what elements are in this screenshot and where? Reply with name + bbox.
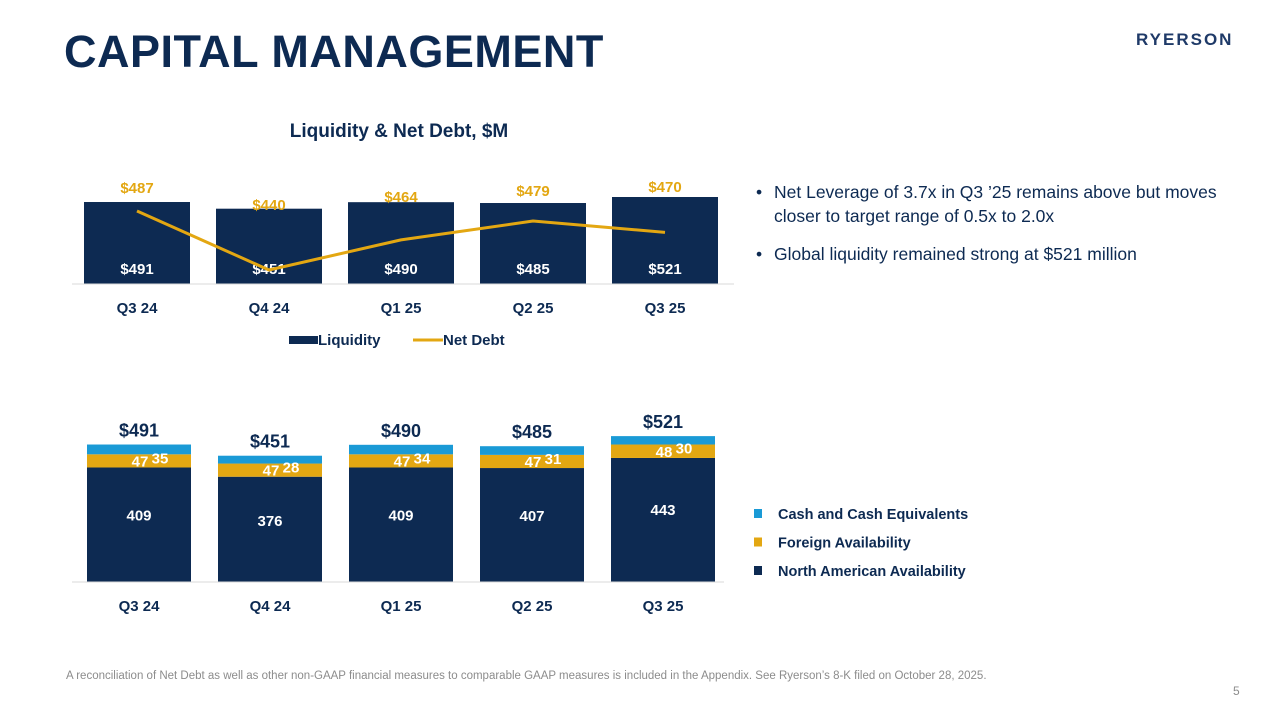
total-value-label: $491 xyxy=(119,421,159,441)
foreign-value-label: 47 xyxy=(263,463,280,480)
x-tick-label: Q2 25 xyxy=(513,300,554,317)
legend-cash-swatch xyxy=(754,509,762,518)
north-american-value-label: 409 xyxy=(388,508,413,525)
cash-value-label: 31 xyxy=(545,451,562,468)
north-american-segment xyxy=(218,476,322,582)
foreign-segment xyxy=(611,444,715,458)
north-american-segment xyxy=(480,468,584,582)
cash-segment xyxy=(87,444,191,455)
footnote: A reconciliation of Net Debt as well as … xyxy=(66,670,987,682)
cash-value-label: 34 xyxy=(414,450,431,467)
net-debt-value-label: $487 xyxy=(120,180,153,197)
x-tick-label: Q3 24 xyxy=(117,300,159,317)
north-american-value-label: 376 xyxy=(257,513,282,530)
bullet-net-leverage: Net Leverage of 3.7x in Q3 ’25 remains a… xyxy=(756,180,1256,228)
north-american-segment xyxy=(611,457,715,582)
cash-value-label: 35 xyxy=(152,450,169,467)
legend-foreign-swatch xyxy=(754,537,762,547)
legend-north-american-swatch xyxy=(754,566,762,575)
liquidity-value-label: $490 xyxy=(384,261,417,278)
company-logo: RYERSON xyxy=(1136,30,1234,49)
foreign-segment xyxy=(218,463,322,477)
x-tick-label: Q4 24 xyxy=(250,598,292,615)
x-tick-label: Q4 24 xyxy=(249,300,291,317)
x-tick-label: Q3 24 xyxy=(119,598,161,615)
cash-segment xyxy=(611,436,715,445)
legend-foreign-label: Foreign Availability xyxy=(778,536,911,552)
north-american-value-label: 409 xyxy=(126,508,151,525)
foreign-segment xyxy=(349,454,453,468)
total-value-label: $451 xyxy=(250,432,290,452)
north-american-value-label: 443 xyxy=(650,502,675,519)
net-debt-value-label: $464 xyxy=(384,189,418,206)
x-tick-label: Q3 25 xyxy=(643,598,684,615)
cash-value-label: 30 xyxy=(676,441,693,458)
liquidity-bar xyxy=(348,202,454,284)
x-tick-label: Q3 25 xyxy=(645,300,686,317)
key-points-list: Net Leverage of 3.7x in Q3 ’25 remains a… xyxy=(756,180,1256,280)
total-value-label: $521 xyxy=(643,412,683,432)
total-value-label: $490 xyxy=(381,421,421,441)
net-debt-value-label: $470 xyxy=(648,179,681,196)
net-debt-value-label: $479 xyxy=(516,183,549,200)
foreign-value-label: 47 xyxy=(394,453,411,470)
page-title: CAPITAL MANAGEMENT xyxy=(64,26,604,77)
chart-title: Liquidity & Net Debt, $M xyxy=(290,121,509,142)
liquidity-value-label: $485 xyxy=(516,261,549,278)
foreign-value-label: 48 xyxy=(656,444,673,461)
x-tick-label: Q1 25 xyxy=(381,598,422,615)
cash-segment xyxy=(349,444,453,455)
liquidity-value-label: $491 xyxy=(120,261,153,278)
foreign-value-label: 47 xyxy=(525,454,542,471)
north-american-segment xyxy=(349,467,453,582)
legend-swatch-liquidity xyxy=(289,336,318,344)
cash-value-label: 28 xyxy=(283,460,300,477)
foreign-value-label: 47 xyxy=(132,453,149,470)
north-american-value-label: 407 xyxy=(519,508,544,525)
liquidity-bar xyxy=(84,202,190,284)
liquidity-bar xyxy=(480,203,586,284)
x-tick-label: Q1 25 xyxy=(381,300,422,317)
legend-cash-label: Cash and Cash Equivalents xyxy=(778,507,968,523)
foreign-segment xyxy=(87,454,191,468)
net-debt-value-label: $440 xyxy=(252,197,285,214)
cash-segment xyxy=(218,455,322,464)
total-value-label: $485 xyxy=(512,422,552,442)
cash-segment xyxy=(480,446,584,455)
bullet-global-liquidity: Global liquidity remained strong at $521… xyxy=(756,242,1256,266)
foreign-segment xyxy=(480,454,584,469)
legend-north-american-label: North American Availability xyxy=(778,564,966,580)
legend-label-net-debt: Net Debt xyxy=(443,332,505,349)
north-american-segment xyxy=(87,467,191,582)
legend-label-liquidity: Liquidity xyxy=(318,332,381,349)
liquidity-value-label: $521 xyxy=(648,261,681,278)
x-tick-label: Q2 25 xyxy=(512,598,553,615)
liquidity-bar xyxy=(612,197,718,284)
page-number: 5 xyxy=(1233,684,1240,698)
